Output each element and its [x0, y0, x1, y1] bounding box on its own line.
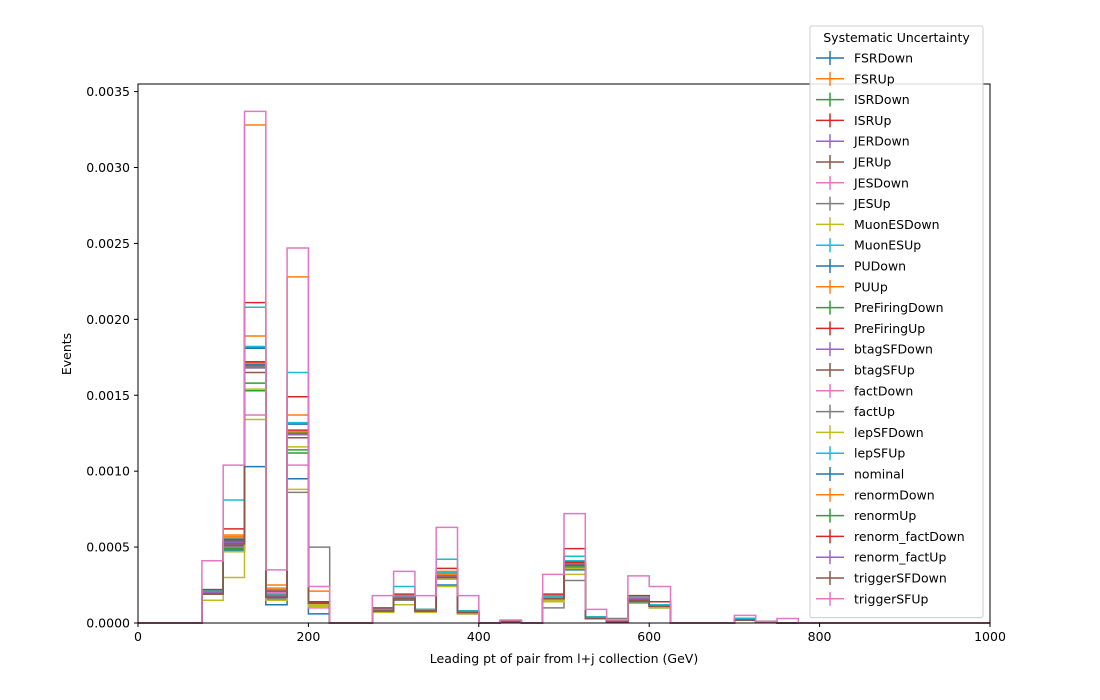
legend-label: factUp — [854, 404, 895, 419]
legend-label: FSRUp — [854, 71, 895, 86]
x-tick-label: 0 — [134, 629, 142, 644]
legend-label: btagSFDown — [854, 342, 933, 357]
legend-label: JESUp — [853, 196, 891, 211]
legend-label: MuonESUp — [854, 238, 921, 253]
y-tick-label: 0.0020 — [86, 312, 130, 327]
legend-label: triggerSFUp — [854, 591, 928, 606]
legend-item-PreFiringDown: PreFiringDown — [816, 300, 944, 315]
y-tick-label: 0.0000 — [86, 616, 130, 631]
legend-label: triggerSFDown — [854, 571, 947, 586]
legend-item-JESDown: JESDown — [816, 175, 909, 190]
plot-area — [137, 83, 991, 624]
legend-label: renormDown — [854, 487, 935, 502]
x-tick-label: 800 — [808, 629, 832, 644]
legend-item-JERUp: JERUp — [816, 155, 891, 170]
legend-label: PUUp — [854, 279, 888, 294]
legend-label: factDown — [854, 383, 913, 398]
legend-label: nominal — [854, 467, 904, 482]
legend-item-FSRDown: FSRDown — [816, 51, 913, 66]
legend-item-renormDown: renormDown — [816, 487, 935, 502]
y-tick-label: 0.0025 — [86, 236, 130, 251]
legend-item-factDown: factDown — [816, 383, 913, 398]
legend-label: PUDown — [854, 259, 906, 274]
legend-item-triggerSFDown: triggerSFDown — [816, 571, 947, 586]
legend-label: FSRDown — [854, 51, 913, 66]
legend-item-PUDown: PUDown — [816, 259, 906, 274]
x-tick-label: 200 — [296, 629, 320, 644]
legend-item-FSRUp: FSRUp — [816, 71, 895, 86]
x-axis: 0 200 400 600 800 1000 — [134, 623, 1006, 644]
legend-label: JESDown — [853, 175, 909, 190]
legend-label: renorm_factUp — [854, 550, 946, 565]
legend-label: MuonESDown — [854, 217, 940, 232]
legend-item-lepSFUp: lepSFUp — [816, 446, 905, 461]
legend-label: JERDown — [853, 134, 910, 149]
legend: Systematic Uncertainty FSRDown FSRUp ISRDow… — [809, 25, 984, 619]
x-axis-label: Leading pt of pair from l+j collection (… — [430, 651, 698, 666]
legend-item-btagSFUp: btagSFUp — [816, 363, 915, 378]
y-tick-label: 0.0035 — [86, 84, 130, 99]
legend-item-renorm_factUp: renorm_factUp — [816, 550, 946, 565]
legend-label: lepSFDown — [854, 425, 924, 440]
legend-item-PUUp: PUUp — [816, 279, 888, 294]
legend-item-MuonESDown: MuonESDown — [816, 217, 940, 232]
legend-label: renorm_factDown — [854, 529, 965, 544]
y-tick-label: 0.0005 — [86, 540, 130, 555]
legend-label: PreFiringDown — [854, 300, 944, 315]
legend-item-renormUp: renormUp — [816, 508, 916, 523]
axes-frame — [137, 83, 991, 624]
legend-item-JERDown: JERDown — [816, 134, 910, 149]
legend-label: renormUp — [854, 508, 916, 523]
legend-item-ISRDown: ISRDown — [816, 92, 910, 107]
legend-item-ISRUp: ISRUp — [816, 113, 891, 128]
legend-box — [809, 25, 984, 619]
y-tick-label: 0.0010 — [86, 464, 130, 479]
legend-item-PreFiringUp: PreFiringUp — [816, 321, 925, 336]
legend-item-JESUp: JESUp — [816, 196, 891, 211]
x-tick-label: 1000 — [974, 629, 1006, 644]
legend-item-btagSFDown: btagSFDown — [816, 342, 933, 357]
y-axis: 0.0000 0.0005 0.0010 0.0015 0.0020 0.0025 0.00… — [86, 84, 138, 631]
legend-item-lepSFDown: lepSFDown — [816, 425, 924, 440]
legend-item-renorm_factDown: renorm_factDown — [816, 529, 965, 544]
legend-label: ISRUp — [854, 113, 891, 128]
legend-label: JERUp — [853, 155, 891, 170]
x-tick-label: 600 — [637, 629, 661, 644]
legend-item-triggerSFUp: triggerSFUp — [816, 591, 928, 606]
legend-label: lepSFUp — [854, 446, 905, 461]
x-tick-label: 400 — [467, 629, 491, 644]
legend-item-factUp: factUp — [816, 404, 895, 419]
y-axis-label: Events — [59, 333, 74, 375]
legend-label: ISRDown — [854, 92, 910, 107]
legend-label: btagSFUp — [854, 363, 915, 378]
legend-item-nominal: nominal — [816, 467, 904, 482]
legend-item-MuonESUp: MuonESUp — [816, 238, 921, 253]
legend-label: PreFiringUp — [854, 321, 925, 336]
legend-title: Systematic Uncertainty — [823, 30, 970, 45]
y-tick-label: 0.0030 — [86, 160, 130, 175]
y-tick-label: 0.0015 — [86, 388, 130, 403]
